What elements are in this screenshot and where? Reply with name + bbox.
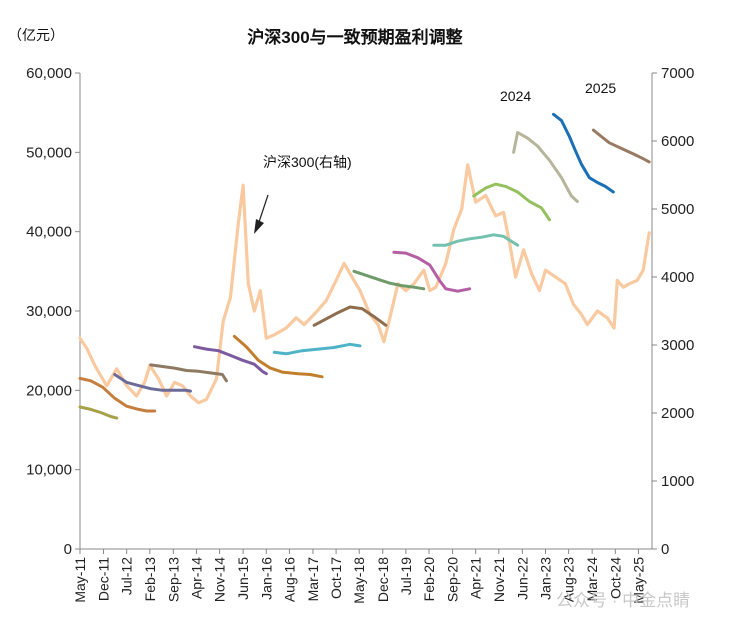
left-tick-label: 40,000 xyxy=(26,224,72,241)
x-tick-label: Jun-22 xyxy=(514,557,530,600)
x-tick-label: Oct-17 xyxy=(328,557,344,599)
x-tick-label: Aug-16 xyxy=(281,557,297,602)
watermark: 公众号 · 中金点睛 xyxy=(556,591,690,610)
left-tick-label: 20,000 xyxy=(26,382,72,399)
left-tick-label: 50,000 xyxy=(26,144,72,161)
x-tick-label: Feb-13 xyxy=(142,557,158,602)
x-tick-label: Jan-16 xyxy=(258,557,274,600)
x-tick-label: May-11 xyxy=(72,557,88,603)
x-tick-label: Mar-17 xyxy=(305,557,321,602)
forecast-line-2025 xyxy=(591,128,651,164)
forecast-line-2024 xyxy=(552,112,615,194)
forecast-line-2013 xyxy=(113,373,192,393)
x-tick-label: Sep-20 xyxy=(445,557,461,602)
x-tick-label: Oct-24 xyxy=(607,557,623,599)
label-2025: 2025 xyxy=(585,80,616,96)
x-tick-label: Jun-15 xyxy=(235,557,251,600)
x-tick-label: Apr-21 xyxy=(468,557,484,599)
forecast-layer xyxy=(78,112,651,420)
forecast-line-2014 xyxy=(149,363,228,383)
left-tick-labels: 0 10,000 20,000 30,000 40,000 50,000 60,000 xyxy=(26,65,72,558)
annotation-arrow-shaft xyxy=(258,194,269,223)
forecast-line-2020 xyxy=(392,250,472,293)
annotation-arrow-head xyxy=(254,219,264,234)
x-tick-label: Mar-24 xyxy=(584,557,600,602)
x-tick-labels: May-11 Dec-11 Jul-12 Feb-13 Sep-13 Apr-14 Nov-… xyxy=(72,557,646,604)
csi300-layer xyxy=(78,163,651,405)
x-tick-label: Dec-11 xyxy=(96,557,112,601)
x-tick-label: Jul-12 xyxy=(119,557,135,595)
csi300-annotation: 沪深300(右轴) xyxy=(263,154,352,170)
right-tick-label: 7000 xyxy=(661,65,694,82)
forecast-line-2019 xyxy=(352,269,426,291)
forecast-line-2018 xyxy=(312,305,388,327)
forecast-line-2015 xyxy=(193,345,268,376)
x-tick-label: May-25 xyxy=(630,557,646,604)
right-tick-label: 3000 xyxy=(661,337,694,354)
x-tick-label: Sep-13 xyxy=(165,557,181,602)
axes-layer xyxy=(75,72,657,554)
right-tick-labels: 0 1000 2000 3000 4000 5000 6000 7000 xyxy=(661,65,694,558)
right-tick-label: 0 xyxy=(661,541,669,558)
forecast-line-2012 xyxy=(78,376,157,413)
left-tick-label: 60,000 xyxy=(26,65,72,82)
x-tick-label: Dec-18 xyxy=(375,557,391,602)
right-tick-label: 5000 xyxy=(661,201,694,218)
left-axis-unit: （亿元） xyxy=(8,27,64,43)
forecast-line-2016 xyxy=(232,334,324,379)
left-tick-label: 30,000 xyxy=(26,303,72,320)
right-tick-label: 6000 xyxy=(661,133,694,150)
forecast-line-2011 xyxy=(78,405,119,420)
forecast-line-2021 xyxy=(432,233,520,247)
right-tick-label: 2000 xyxy=(661,405,694,422)
x-tick-label: Jan-23 xyxy=(537,557,553,600)
forecast-line-2017 xyxy=(272,342,362,356)
right-tick-label: 4000 xyxy=(661,269,694,286)
x-tick-label: Apr-14 xyxy=(188,557,204,599)
x-tick-label: Jul-19 xyxy=(398,557,414,595)
left-tick-label: 0 xyxy=(64,541,72,558)
x-tick-label: Aug-23 xyxy=(561,557,577,602)
left-tick-label: 10,000 xyxy=(26,462,72,479)
x-tick-label: Feb-20 xyxy=(421,557,437,602)
csi300-line xyxy=(78,163,651,405)
x-tick-label: Nov-21 xyxy=(491,557,507,602)
right-tick-label: 1000 xyxy=(661,473,694,490)
label-2024: 2024 xyxy=(500,88,531,104)
x-tick-label: May-18 xyxy=(351,557,367,604)
forecast-line-2022 xyxy=(472,182,551,222)
chart-title: 沪深300与一致预期盈利调整 xyxy=(247,27,462,47)
forecast-line-2023 xyxy=(512,131,579,203)
x-tick-label: Nov-14 xyxy=(212,557,228,602)
